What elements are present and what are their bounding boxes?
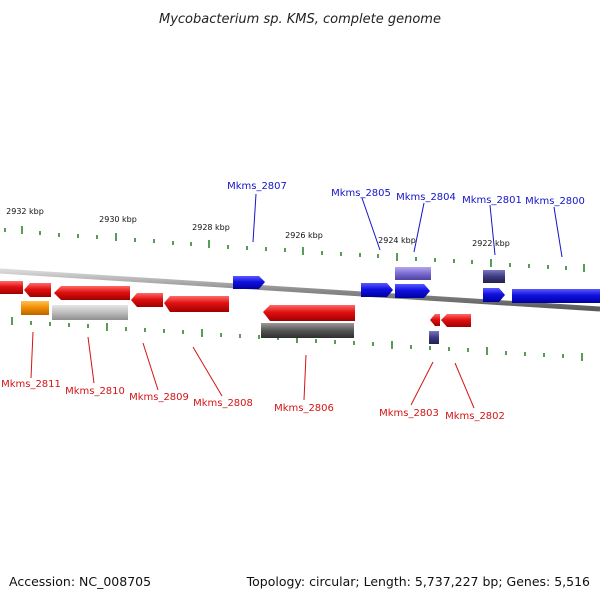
outer-tick-track xyxy=(4,226,585,272)
gene-Mkms_2812[interactable] xyxy=(0,281,23,294)
leader-line xyxy=(410,361,434,406)
gene-Mkms_2804-cds[interactable] xyxy=(395,284,430,298)
tick-label-2932: 2932 kbp xyxy=(6,207,44,216)
leader-line xyxy=(489,204,496,256)
reverse-genes xyxy=(0,281,471,344)
gene-Mkms_2802[interactable] xyxy=(441,314,471,327)
gene-Mkms_2801-feature[interactable] xyxy=(483,270,505,283)
label-Mkms_2804[interactable]: Mkms_2804 xyxy=(396,192,456,203)
gene-Mkms_2803-cds[interactable] xyxy=(430,314,440,326)
label-Mkms_2807[interactable]: Mkms_2807 xyxy=(227,181,287,192)
genome-backbone xyxy=(0,268,600,312)
leader-line xyxy=(303,354,307,401)
tick-label-2924: 2924 kbp xyxy=(378,236,416,245)
label-Mkms_2802[interactable]: Mkms_2802 xyxy=(445,411,505,422)
gene-Mkms_2810[interactable] xyxy=(52,305,128,320)
label-Mkms_2803[interactable]: Mkms_2803 xyxy=(379,408,439,419)
leader-line xyxy=(142,342,159,391)
tick-label-2930: 2930 kbp xyxy=(99,215,137,224)
forward-labels: Mkms_2807 Mkms_2805 Mkms_2804 Mkms_2801 … xyxy=(227,181,585,258)
reverse-labels: Mkms_2811 Mkms_2810 Mkms_2809 Mkms_2808 … xyxy=(1,331,505,422)
label-Mkms_2810[interactable]: Mkms_2810 xyxy=(65,386,125,397)
genome-title: Mycobacterium sp. KMS, complete genome xyxy=(159,12,441,27)
gene-Mkms_2811[interactable] xyxy=(21,301,49,315)
leader-line xyxy=(192,346,223,397)
label-Mkms_2811[interactable]: Mkms_2811 xyxy=(1,379,61,390)
gene-Mkms_2810-cds[interactable] xyxy=(54,286,130,300)
label-Mkms_2800[interactable]: Mkms_2800 xyxy=(525,196,585,207)
leader-line xyxy=(413,202,425,253)
leader-line xyxy=(553,206,563,258)
tick-label-2922: 2922 kbp xyxy=(472,239,510,248)
leader-line xyxy=(30,331,34,379)
label-Mkms_2809[interactable]: Mkms_2809 xyxy=(129,392,189,403)
inner-tick-track xyxy=(11,317,583,361)
gene-Mkms_2811-cds[interactable] xyxy=(24,283,51,297)
gene-Mkms_2804-feature[interactable] xyxy=(395,267,431,280)
gene-Mkms_2801[interactable] xyxy=(483,288,505,302)
forward-genes xyxy=(233,267,600,303)
gene-Mkms_2809[interactable] xyxy=(131,293,163,307)
leader-line xyxy=(252,193,257,243)
label-Mkms_2805[interactable]: Mkms_2805 xyxy=(331,188,391,199)
leader-line xyxy=(361,197,381,251)
label-Mkms_2806[interactable]: Mkms_2806 xyxy=(274,403,334,414)
gene-Mkms_2800[interactable] xyxy=(512,289,600,303)
gene-Mkms_2808[interactable] xyxy=(164,296,229,312)
leader-line xyxy=(87,336,95,384)
scale-labels: 2932 kbp 2930 kbp 2928 kbp 2926 kbp 2924… xyxy=(6,207,510,248)
leader-line xyxy=(454,362,475,409)
accession-text: Accession: NC_008705 xyxy=(9,574,151,589)
tick-label-2928: 2928 kbp xyxy=(192,223,230,232)
gene-Mkms_2806[interactable] xyxy=(261,323,354,338)
label-Mkms_2808[interactable]: Mkms_2808 xyxy=(193,398,253,409)
genome-summary-text: Topology: circular; Length: 5,737,227 bp… xyxy=(246,574,590,589)
gene-Mkms_2807[interactable] xyxy=(233,276,265,289)
tick-label-2926: 2926 kbp xyxy=(285,231,323,240)
gene-Mkms_2806-cds[interactable] xyxy=(263,305,355,321)
gene-Mkms_2805[interactable] xyxy=(361,283,393,297)
label-Mkms_2801[interactable]: Mkms_2801 xyxy=(462,195,522,206)
gene-Mkms_2803[interactable] xyxy=(429,331,439,344)
